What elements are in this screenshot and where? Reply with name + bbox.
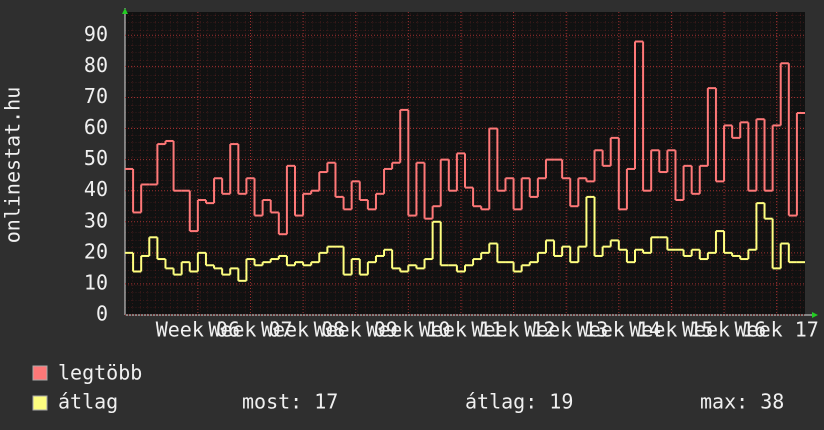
stat-average: átlag: 19 <box>465 390 573 414</box>
y-tick-label: 10 <box>84 270 108 294</box>
stat-current: most: 17 <box>242 390 338 414</box>
y-tick-label: 60 <box>84 115 108 139</box>
y-tick-label: 0 <box>96 302 108 326</box>
x-tick-label: Week 15 <box>629 318 713 342</box>
y-tick-label: 80 <box>84 53 108 77</box>
legend-swatch <box>32 365 48 381</box>
legend-swatch <box>32 395 48 411</box>
stat-max: max: 38 <box>700 390 784 414</box>
x-tick-label: Week 16 <box>682 318 766 342</box>
x-tick-label: Week 12 <box>471 318 555 342</box>
y-arrow <box>122 8 128 14</box>
x-tick-label: Week 06 <box>156 318 240 342</box>
x-tick-label: Week 17 <box>735 318 819 342</box>
legend-label: legtöbb <box>58 361 142 385</box>
x-tick-label: Week 13 <box>524 318 608 342</box>
y-tick-label: 70 <box>84 84 108 108</box>
x-tick-label: Week 09 <box>314 318 398 342</box>
y-tick-label: 90 <box>84 22 108 46</box>
y-tick-label: 20 <box>84 239 108 263</box>
y-tick-label: 50 <box>84 146 108 170</box>
x-tick-label: Week 08 <box>261 318 345 342</box>
x-tick-label: Week 07 <box>208 318 292 342</box>
x-tick-label: Week 11 <box>419 318 503 342</box>
legend-label: átlag <box>58 390 118 414</box>
y-axis-label: onlinestat.hu <box>1 87 25 244</box>
x-arrow <box>812 312 818 318</box>
y-tick-label: 30 <box>84 208 108 232</box>
x-tick-label: Week 10 <box>366 318 450 342</box>
y-tick-label: 40 <box>84 177 108 201</box>
x-tick-label: Week 14 <box>577 318 661 342</box>
